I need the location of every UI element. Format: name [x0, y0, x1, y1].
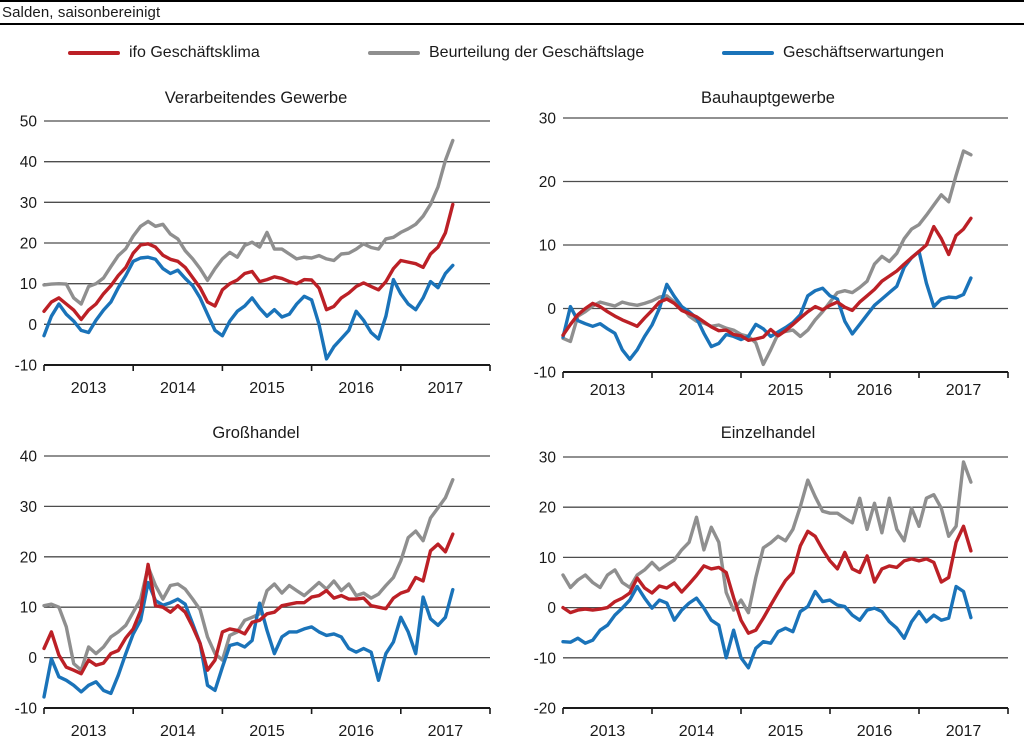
chart-einzelhandel: Einzelhandel 30 20 10 0 -10 -20 2013 2014 2015 20… — [512, 418, 1024, 755]
chart-title: Einzelhandel — [720, 424, 816, 442]
series-line-lage — [42, 478, 455, 672]
y-axis-tick-label: 0 — [28, 317, 37, 334]
x-axis-year-label: 2017 — [946, 382, 982, 399]
series-line-erwartungen — [561, 584, 973, 670]
line-chart-canvas: 30 20 10 0 -10 2013 2014 2015 2016 2017 — [534, 111, 1009, 399]
legend-label-geschaeftsklima: ifo Geschäftsklima — [129, 44, 260, 61]
chart-grosshandel: Großhandel 40 30 20 10 0 -10 2013 2014 2015 2016 2… — [0, 418, 512, 755]
y-axis-tick-label: 0 — [28, 650, 37, 667]
x-axis-year-label: 2013 — [71, 380, 107, 397]
header-divider — [0, 23, 1024, 25]
legend-line-blue-icon — [722, 50, 774, 56]
x-axis-year-label: 2014 — [160, 380, 196, 397]
y-axis-tick-label: -10 — [534, 365, 557, 382]
x-axis-year-label: 2014 — [679, 382, 715, 399]
y-axis-tick-label: 50 — [20, 114, 38, 131]
x-axis-year-label: 2013 — [590, 723, 626, 740]
top-rule — [0, 0, 1024, 2]
legend-item-geschaeftslage: Beurteilung der Geschäftslage — [368, 44, 644, 62]
series-line-lage — [561, 460, 973, 615]
series-line-lage — [561, 149, 973, 367]
line-chart-canvas: 30 20 10 0 -10 -20 2013 2014 2015 2016 2017 — [534, 450, 1009, 740]
y-axis-tick-label: 30 — [539, 450, 557, 467]
y-axis-tick-label: 30 — [539, 111, 557, 128]
series-line-erwartungen — [42, 580, 455, 699]
x-axis-year-label: 2013 — [590, 382, 626, 399]
series-line-klima — [561, 524, 973, 635]
chart-legend: ifo Geschäftsklima Beurteilung der Gesch… — [0, 44, 1024, 70]
y-axis-tick-label: -10 — [15, 701, 38, 718]
y-axis-tick-label: 20 — [20, 549, 38, 566]
series-line-erwartungen — [561, 249, 973, 361]
y-axis-tick-label: -10 — [15, 358, 38, 375]
y-axis-tick-label: -10 — [534, 650, 557, 667]
y-axis-tick-label: 40 — [20, 449, 38, 466]
x-axis-year-label: 2017 — [428, 380, 464, 397]
legend-item-geschaeftsklima: ifo Geschäftsklima — [68, 44, 260, 62]
y-axis-tick-label: 10 — [20, 276, 38, 293]
y-axis-tick-label: 20 — [539, 174, 557, 191]
x-axis-year-label: 2014 — [160, 723, 196, 740]
x-axis-year-label: 2016 — [338, 380, 374, 397]
legend-line-gray-icon — [368, 50, 420, 56]
y-axis-tick-label: 20 — [20, 236, 38, 253]
x-axis-year-label: 2016 — [338, 723, 374, 740]
series-line-klima — [42, 202, 455, 322]
series-line-klima — [561, 216, 973, 343]
x-axis-year-label: 2013 — [71, 723, 107, 740]
series-line-klima — [42, 532, 455, 676]
x-axis-year-label: 2017 — [428, 723, 464, 740]
legend-label-geschaeftserwartungen: Geschäftserwartungen — [783, 44, 944, 61]
x-axis-year-label: 2015 — [768, 723, 804, 740]
series-line-erwartungen — [42, 255, 455, 361]
line-chart-canvas: 40 30 20 10 0 -10 2013 2014 2015 2016 2017 — [15, 449, 491, 740]
x-axis-year-label: 2015 — [249, 380, 285, 397]
legend-label-geschaeftslage: Beurteilung der Geschäftslage — [429, 44, 645, 61]
y-axis-tick-label: 20 — [539, 500, 557, 517]
line-chart-canvas: 50 40 30 20 10 0 -10 2013 2014 2015 2016 2017 — [15, 114, 491, 397]
chart-title: Verarbeitendes Gewerbe — [164, 89, 348, 107]
y-axis-tick-label: 10 — [539, 238, 557, 255]
legend-line-red-icon — [68, 50, 120, 56]
y-axis-tick-label: 0 — [547, 600, 556, 617]
y-axis-tick-label: 30 — [20, 499, 38, 516]
page-title: Salden, saisonbereinigt — [2, 4, 161, 21]
chart-verarbeitendes-gewerbe: Verarbeitendes Gewerbe 50 40 30 20 10 0 -10 201… — [0, 85, 512, 400]
series-line-lage — [42, 138, 455, 306]
chart-title: Bauhauptgewerbe — [701, 89, 835, 107]
chart-title: Großhandel — [212, 424, 300, 442]
y-axis-tick-label: -20 — [534, 701, 557, 718]
chart-bauhauptgewerbe: Bauhauptgewerbe 30 20 10 0 -10 2013 2014 2015 20… — [512, 85, 1024, 400]
y-axis-tick-label: 10 — [20, 600, 38, 617]
x-axis-year-label: 2016 — [857, 723, 893, 740]
y-axis-tick-label: 0 — [547, 301, 556, 318]
x-axis-year-label: 2015 — [768, 382, 804, 399]
y-axis-tick-label: 10 — [539, 550, 557, 567]
x-axis-year-label: 2017 — [946, 723, 982, 740]
x-axis-year-label: 2015 — [249, 723, 285, 740]
y-axis-tick-label: 30 — [20, 195, 38, 212]
y-axis-tick-label: 40 — [20, 154, 38, 171]
legend-item-geschaeftserwartungen: Geschäftserwartungen — [722, 44, 944, 62]
x-axis-year-label: 2014 — [679, 723, 715, 740]
x-axis-year-label: 2016 — [857, 382, 893, 399]
